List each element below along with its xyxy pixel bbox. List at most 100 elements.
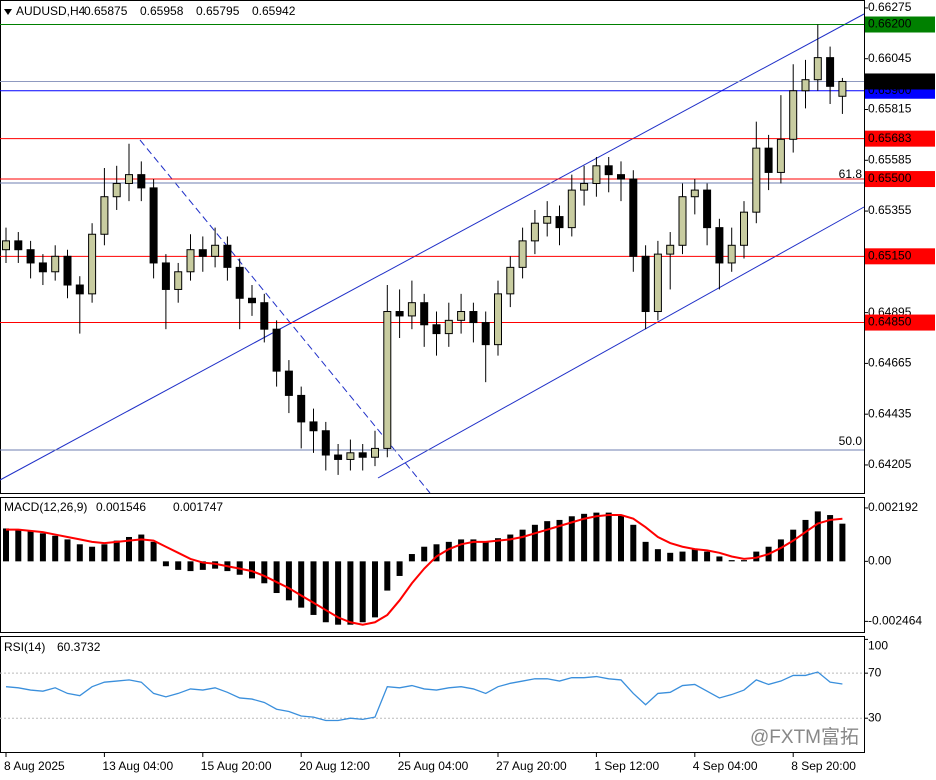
macd-bar: [162, 561, 169, 567]
macd-bar: [667, 552, 674, 562]
y-tick-label: 0.002192: [868, 500, 918, 514]
y-tick-label: 0.64205: [868, 457, 912, 471]
macd-bar: [618, 515, 624, 562]
macd-bar: [273, 561, 280, 594]
macd-bar: [27, 530, 34, 562]
candle-body: [161, 262, 170, 290]
y-tick-label: 0.00: [868, 554, 892, 568]
rsi-line: [5, 671, 843, 722]
x-tick-label: 8 Aug 2025: [4, 759, 65, 773]
macd-bar: [347, 561, 354, 625]
macd-bar: [187, 561, 194, 572]
macd-bar: [310, 561, 317, 615]
candle-body: [752, 147, 761, 213]
candle-body: [211, 244, 220, 257]
ohlc-close: 0.65942: [252, 4, 296, 18]
candle-body: [530, 222, 539, 242]
candle-body: [284, 370, 293, 396]
candle-body: [420, 302, 429, 326]
candle-body: [38, 262, 47, 273]
macd-bar: [839, 523, 846, 562]
level-label: 0.65150: [868, 248, 912, 262]
macd-bar: [126, 536, 132, 562]
macd-bar: [630, 524, 637, 562]
y-tick-label: 0.64665: [868, 356, 912, 370]
y-tick-label: 0.66275: [868, 0, 912, 14]
level-box: [865, 16, 935, 33]
candle-body: [641, 255, 650, 313]
y-tick-label: 0.64435: [868, 406, 912, 420]
macd-bar: [113, 540, 120, 562]
candle-body: [617, 174, 625, 180]
drawings: [0, 13, 865, 494]
macd-bar: [470, 539, 477, 562]
rsi-title: RSI(14): [4, 640, 45, 654]
macd-bar: [39, 533, 46, 562]
candle-body: [358, 452, 367, 458]
candle-body: [494, 293, 502, 346]
candle-body: [838, 80, 847, 97]
macd-bar: [76, 544, 83, 562]
candle-body: [592, 165, 601, 184]
candle-body: [776, 138, 785, 173]
macd-bar: [359, 561, 366, 623]
macd-bar: [814, 511, 821, 562]
menu-arrow: [4, 9, 12, 15]
candle-body: [51, 255, 60, 273]
candle-body: [100, 196, 109, 235]
macd-bar: [298, 561, 305, 608]
candle-body: [235, 266, 244, 299]
candle-body: [666, 244, 675, 255]
macd-bar: [335, 561, 342, 625]
macd-bar: [556, 519, 563, 562]
macd-pane: [0, 497, 865, 633]
candle-body: [383, 311, 392, 449]
candle-body: [629, 178, 638, 257]
candle-body: [678, 196, 687, 246]
candle-body: [444, 319, 453, 335]
last-price-label: 0.65942: [868, 74, 912, 88]
y-tick-label: 100: [868, 639, 888, 653]
candle-body: [112, 182, 121, 198]
level-label: 0.64850: [868, 315, 912, 329]
macd-bar: [458, 539, 465, 562]
ohlc-low: 0.65795: [196, 4, 240, 18]
signal-value: 0.001747: [173, 500, 223, 514]
x-tick-label: 27 Aug 20:00: [496, 759, 567, 773]
macd-bar: [802, 519, 809, 562]
price-pane: [0, 0, 865, 494]
macd-bar: [261, 561, 268, 584]
rsi-pane: [0, 636, 865, 753]
macd-bar: [716, 556, 723, 562]
candle-body: [653, 253, 662, 313]
trend-line: [139, 139, 431, 494]
macd-bar: [175, 561, 182, 570]
y-tick-label: -0.002464: [868, 614, 922, 628]
candle-body: [543, 216, 552, 224]
candle-body: [309, 421, 318, 432]
candle-body: [457, 311, 466, 321]
candle-body: [198, 249, 207, 257]
candle-body: [727, 244, 736, 264]
macd-bar: [728, 560, 735, 562]
candle-body: [223, 244, 232, 268]
macd-bar: [138, 534, 145, 562]
candle-body: [395, 311, 404, 317]
macd-bar: [519, 529, 526, 562]
candle-body: [703, 189, 712, 229]
candle-body: [75, 284, 84, 295]
macd-bar: [408, 554, 415, 562]
level-box: [865, 171, 935, 188]
candle-body: [481, 322, 490, 346]
macd-bar: [741, 560, 747, 562]
x-tick-label: 4 Sep 04:00: [693, 759, 758, 773]
candle-body: [604, 165, 613, 176]
candle-body: [555, 216, 564, 229]
candle-body: [125, 174, 133, 184]
macd-bar: [285, 561, 292, 601]
candle-body: [334, 454, 343, 460]
